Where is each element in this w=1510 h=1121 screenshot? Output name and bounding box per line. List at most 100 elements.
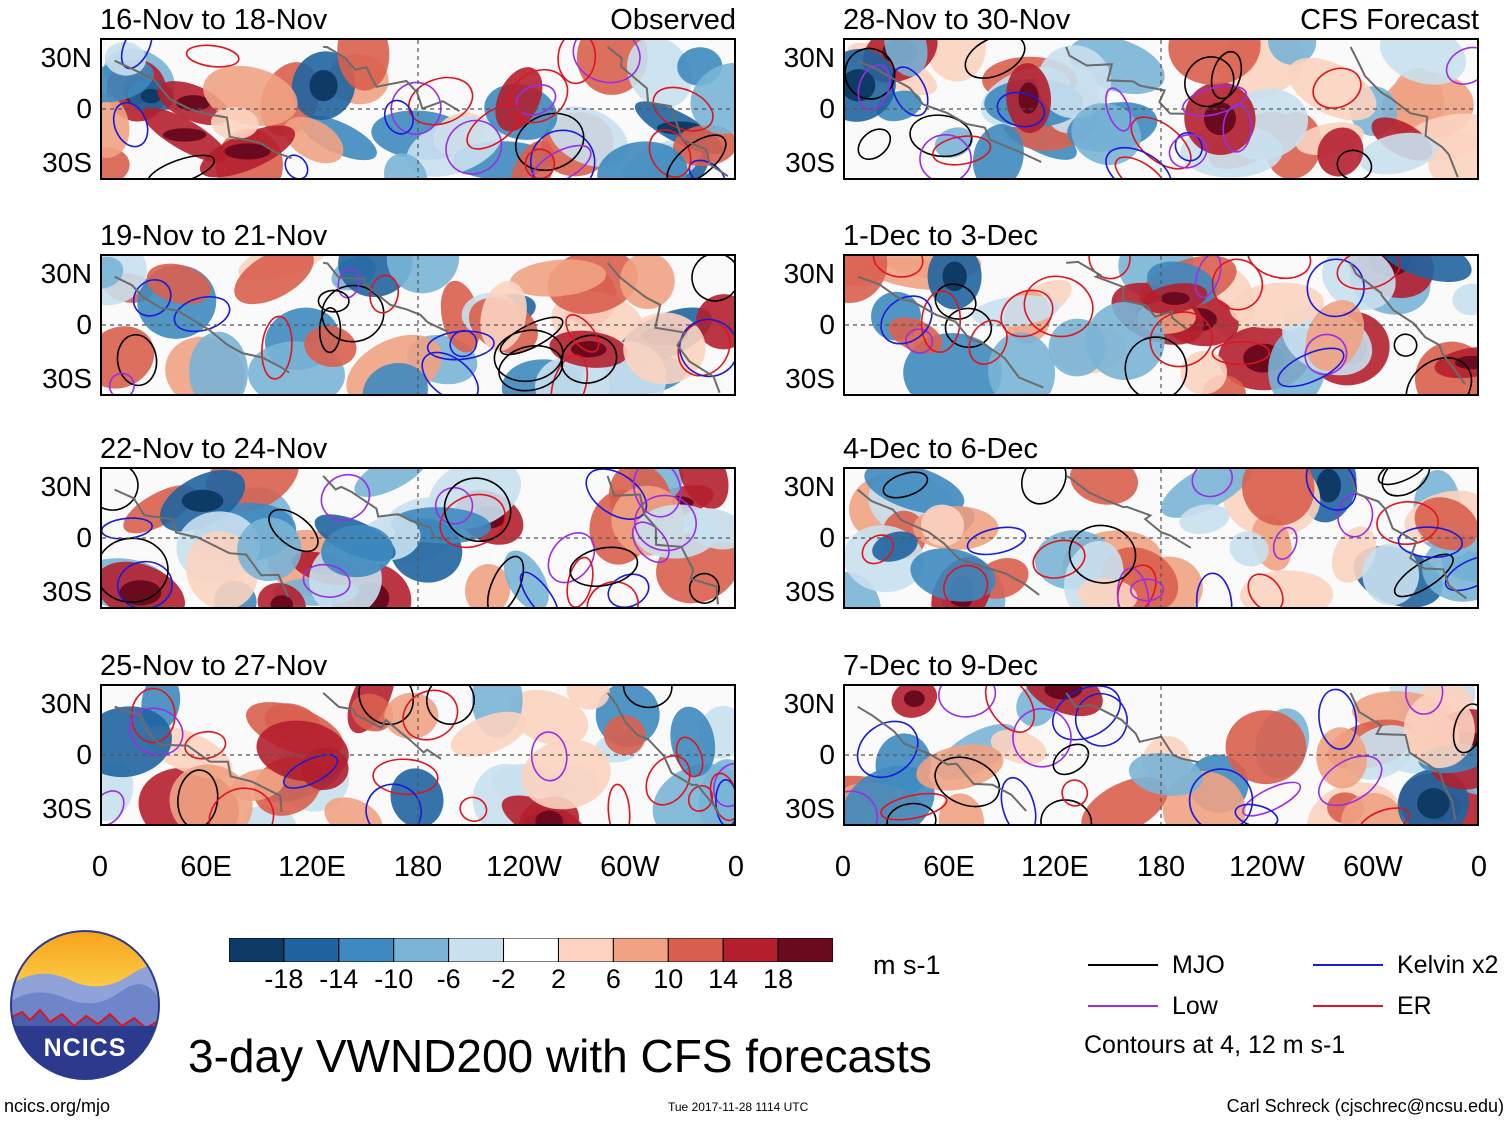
colorbar-tick-label: 18	[763, 964, 794, 994]
y-tick-label: 0	[76, 522, 92, 553]
x-tick-label: 60E	[180, 851, 232, 883]
footer-credit: Carl Schreck (cjschrec@ncsu.edu)	[1226, 1096, 1504, 1116]
y-tick-label: 30N	[783, 42, 835, 73]
y-tick-label: 30S	[42, 147, 92, 178]
colorbar-tick-label: -14	[319, 964, 359, 994]
legend-label: MJO	[1172, 951, 1225, 979]
legend-line	[1313, 1005, 1383, 1007]
logo-text: NCICS	[43, 1034, 127, 1062]
y-tick-label: 30S	[785, 363, 835, 394]
legend-label: Kelvin x2	[1397, 951, 1499, 979]
panel-title: 22-Nov to 24-Nov	[100, 433, 328, 465]
y-tick-label: 0	[819, 93, 835, 124]
colorbar-tick-label: 2	[550, 964, 566, 994]
panel-field	[102, 256, 734, 394]
y-tick-label: 0	[819, 739, 835, 770]
x-tick-label: 60W	[1343, 851, 1403, 883]
colorbar-tick-label: -10	[374, 964, 414, 994]
colorbar-swatch	[722, 937, 779, 963]
y-tick-label: 30S	[785, 147, 835, 178]
y-tick-label: 30S	[785, 793, 835, 824]
ncics-logo-graphic	[10, 930, 160, 1080]
y-tick-label: 30N	[40, 688, 92, 719]
colorbar-swatch	[283, 937, 340, 963]
ncics-logo: NCICS	[10, 930, 160, 1080]
x-tick-label: 60E	[923, 851, 975, 883]
map-panel	[843, 684, 1479, 826]
colorbar-swatch	[503, 937, 559, 963]
legend-line	[1088, 964, 1158, 966]
map-panel	[843, 38, 1479, 180]
colorbar-swatch	[557, 937, 614, 963]
panel-title: 7-Dec to 9-Dec	[843, 650, 1039, 682]
panel-title: 4-Dec to 6-Dec	[843, 433, 1039, 465]
panel-label: CFS Forecast	[1300, 4, 1479, 36]
colorbar-swatch	[448, 937, 505, 963]
y-tick-label: 30N	[783, 471, 835, 502]
footer-timestamp: Tue 2017-11-28 1114 UTC	[668, 1100, 809, 1114]
colorbar-swatch	[228, 937, 285, 963]
colorbar-swatch	[777, 937, 834, 963]
colorbar-swatches	[228, 937, 834, 963]
panel-field	[845, 40, 1477, 178]
main-title: 3-day VWND200 with CFS forecasts	[188, 1030, 932, 1082]
y-tick-label: 30N	[783, 258, 835, 289]
colorbar-swatch	[667, 937, 724, 963]
map-panel	[843, 254, 1479, 396]
panel-title: 19-Nov to 21-Nov	[100, 220, 328, 252]
x-tick-label: 120E	[1021, 851, 1089, 883]
map-panel	[100, 38, 736, 180]
y-tick-label: 30S	[42, 793, 92, 824]
y-tick-label: 30S	[785, 576, 835, 607]
y-tick-label: 0	[76, 739, 92, 770]
y-tick-label: 30N	[40, 42, 92, 73]
x-tick-label: 120W	[1229, 851, 1305, 883]
y-tick-label: 30S	[42, 576, 92, 607]
x-tick-label: 0	[91, 851, 109, 883]
colorbar-swatch	[393, 937, 450, 963]
x-tick-label: 0	[1470, 851, 1488, 883]
legend-label: Low	[1172, 992, 1218, 1020]
y-tick-label: 0	[76, 309, 92, 340]
footer-url[interactable]: ncics.org/mjo	[4, 1096, 111, 1116]
panel-title: 25-Nov to 27-Nov	[100, 650, 328, 682]
colorbar	[228, 937, 834, 963]
colorbar-tick-label: 10	[653, 964, 684, 994]
panel-title: 1-Dec to 3-Dec	[843, 220, 1039, 252]
y-tick-label: 30S	[42, 363, 92, 394]
x-tick-label: 0	[727, 851, 745, 883]
legend-label: ER	[1397, 992, 1432, 1020]
panel-field	[845, 256, 1477, 394]
x-tick-label: 120W	[486, 851, 562, 883]
panel-field	[102, 686, 734, 824]
y-tick-label: 0	[76, 93, 92, 124]
map-panel	[843, 467, 1479, 609]
panel-field	[102, 40, 734, 178]
map-panel	[100, 254, 736, 396]
colorbar-tick-label: 6	[605, 964, 621, 994]
map-panel	[100, 684, 736, 826]
legend-line	[1088, 1005, 1158, 1007]
x-tick-label: 180	[393, 851, 443, 883]
x-tick-label: 0	[834, 851, 852, 883]
colorbar-tick-label: -18	[264, 964, 304, 994]
panel-label: Observed	[610, 4, 736, 36]
colorbar-tick-label: -2	[491, 964, 516, 994]
panel-title: 28-Nov to 30-Nov	[843, 4, 1071, 36]
legend-line	[1313, 964, 1383, 966]
y-tick-label: 30N	[40, 258, 92, 289]
colorbar-swatch	[612, 937, 669, 963]
y-tick-label: 30N	[783, 688, 835, 719]
y-tick-label: 0	[819, 522, 835, 553]
colorbar-unit: m s-1	[873, 950, 941, 980]
panel-field	[102, 469, 734, 607]
panel-field	[845, 469, 1477, 607]
map-panel	[100, 467, 736, 609]
y-tick-label: 30N	[40, 471, 92, 502]
x-tick-label: 60W	[600, 851, 660, 883]
panel-field	[845, 686, 1477, 824]
colorbar-tick-label: -6	[436, 964, 461, 994]
x-tick-label: 120E	[278, 851, 346, 883]
colorbar-swatch	[338, 937, 395, 963]
legend-note: Contours at 4, 12 m s-1	[1084, 1031, 1346, 1059]
